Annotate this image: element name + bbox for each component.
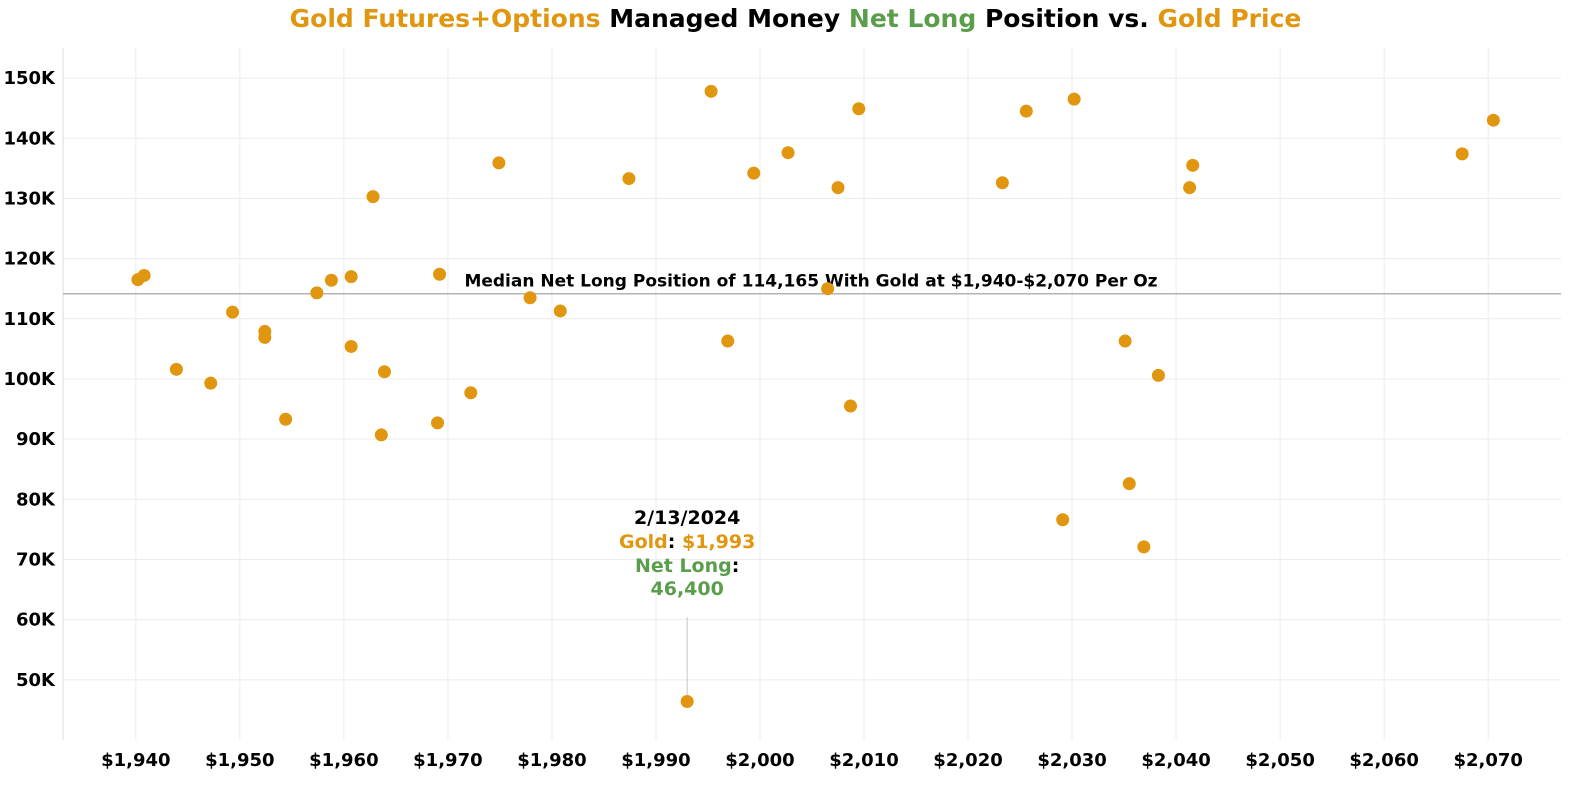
annotation-net-colon: : [732,555,740,577]
data-point [821,282,835,296]
data-point [781,146,795,160]
x-tick-label: $1,970 [413,750,482,771]
y-tick-label: 60K [16,610,56,631]
x-tick-label: $2,060 [1349,750,1418,771]
x-tick-label: $1,990 [621,750,690,771]
data-point [464,386,478,400]
data-point [226,305,240,319]
data-point [258,330,272,344]
data-points [131,84,1500,708]
title-gold-price: Gold Price [1157,4,1302,33]
data-point [721,334,735,348]
data-point [344,339,358,353]
x-tick-label: $2,050 [1245,750,1314,771]
annotation-net-long: Net Long: [635,555,739,577]
y-tick-label: 50K [16,670,56,691]
x-tick-label: $2,020 [933,750,1002,771]
y-tick-label: 80K [16,489,56,510]
data-point [310,286,324,300]
data-point [169,362,183,376]
annotation: 2/13/2024 Gold: $1,993 Net Long: 46,400 [619,507,755,600]
data-point [1122,477,1136,491]
annotation-net-label: Net Long [635,555,732,577]
data-point [1486,113,1500,127]
data-point [492,156,506,170]
data-point [377,365,391,379]
x-tick-label: $2,000 [725,750,794,771]
y-tick-label: 100K [3,369,56,390]
data-point [279,412,293,426]
title-gold-futures-options: Gold Futures+Options [289,4,601,33]
data-point [1056,513,1070,527]
data-point [1118,334,1132,348]
data-point [433,267,447,281]
data-point [704,84,718,98]
data-point [344,270,358,284]
x-axis-ticks: $1,940 $1,950 $1,960 $1,970 $1,980 $1,990 $2,0… [101,750,1523,771]
y-tick-label: 140K [3,128,56,149]
data-point [523,291,537,305]
data-point [137,268,151,282]
data-point [553,304,567,318]
chart-title: Gold Futures+Options Managed Money Net L… [0,4,1591,33]
title-net-long: Net Long [848,4,977,33]
data-point [374,428,388,442]
annotation-gold-space [675,531,682,553]
y-tick-label: 130K [3,188,56,209]
data-point [1067,92,1081,106]
y-axis-ticks: 50K 60K 70K 80K 90K 100K 110K 120K 130K 140K 150K [3,68,56,691]
annotation-gold: Gold: $1,993 [619,531,755,553]
annotation-gold-colon: : [668,531,676,553]
y-tick-label: 110K [3,309,56,330]
data-point [995,176,1009,190]
data-point [843,399,857,413]
x-tick-label: $1,960 [309,750,378,771]
y-tick-label: 120K [3,249,56,270]
data-point [431,416,444,430]
title-position-vs: Position vs. [976,4,1158,33]
data-point [852,102,866,116]
annotation-net-value: 46,400 [651,578,724,600]
data-point [1137,540,1151,554]
median-label: Median Net Long Position of 114,165 With… [464,272,1157,292]
data-point [204,376,218,390]
data-point [680,694,694,708]
x-tick-label: $2,070 [1453,750,1522,771]
gridlines [63,48,1561,740]
y-tick-label: 150K [3,68,56,89]
data-point [622,172,636,186]
data-point [1455,147,1469,161]
x-tick-label: $2,010 [829,750,898,771]
title-managed-money: Managed Money [600,4,849,33]
annotation-date: 2/13/2024 [634,507,740,529]
data-point [1186,158,1200,172]
x-tick-label: $1,950 [205,750,274,771]
data-point [1183,181,1197,195]
data-point [366,190,380,204]
x-tick-label: $2,040 [1141,750,1210,771]
x-tick-label: $1,980 [517,750,586,771]
data-point [831,181,845,195]
data-point [747,166,761,180]
data-point [324,273,338,287]
annotation-gold-label: Gold [619,531,668,553]
x-tick-label: $1,940 [101,750,170,771]
data-point [1151,368,1165,382]
x-tick-label: $2,030 [1037,750,1106,771]
data-point [1019,104,1033,118]
y-tick-label: 90K [16,429,56,450]
annotation-gold-value: $1,993 [682,531,755,553]
y-tick-label: 70K [16,549,56,570]
